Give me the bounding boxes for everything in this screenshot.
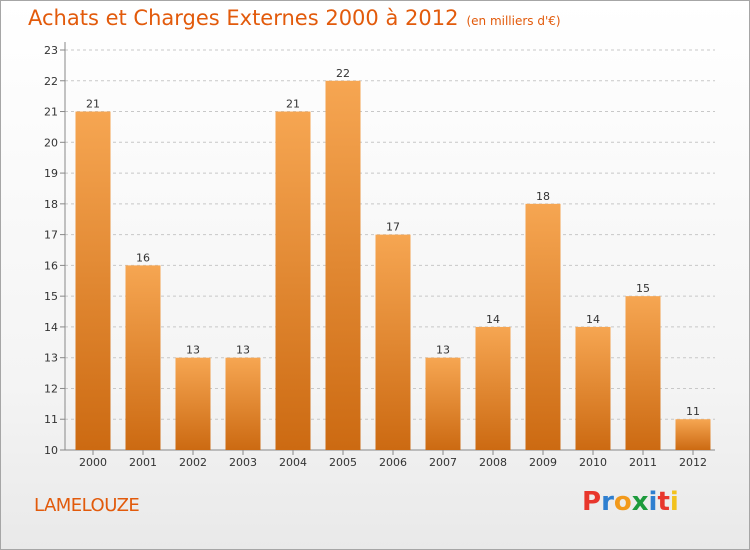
ytick-label-13: 13 (44, 352, 58, 365)
logo-letter-3: x (631, 487, 649, 517)
xtick-label-2006: 2006 (379, 456, 407, 469)
bar-2012 (675, 419, 711, 450)
ytick-label-20: 20 (44, 136, 58, 149)
bar-2001 (125, 265, 161, 450)
data-label-2012: 11 (686, 405, 700, 418)
chart-title: Achats et Charges Externes 2000 à 2012 (e… (28, 6, 561, 30)
ytick-label-23: 23 (44, 44, 58, 57)
chart-subtitle: (en milliers d'€) (466, 14, 561, 28)
xtick-label-2001: 2001 (129, 456, 157, 469)
data-label-2003: 13 (236, 344, 250, 357)
ytick-label-14: 14 (44, 321, 58, 334)
data-label-2001: 16 (136, 251, 150, 264)
data-label-2007: 13 (436, 344, 450, 357)
bar-2009 (525, 203, 561, 450)
data-label-2011: 15 (636, 282, 650, 295)
xtick-label-2002: 2002 (179, 456, 207, 469)
xtick-label-2004: 2004 (279, 456, 307, 469)
ytick-label-15: 15 (44, 290, 58, 303)
bar-2008 (475, 326, 511, 450)
xtick-label-2010: 2010 (579, 456, 607, 469)
bar-2010 (575, 326, 611, 450)
xtick-label-2011: 2011 (629, 456, 657, 469)
ytick-label-11: 11 (44, 413, 58, 426)
data-label-2009: 18 (536, 190, 550, 203)
ytick-label-18: 18 (44, 198, 58, 211)
chart-title-text: Achats et Charges Externes 2000 à 2012 (28, 6, 459, 30)
data-label-2002: 13 (186, 344, 200, 357)
xtick-label-2008: 2008 (479, 456, 507, 469)
bar-2006 (375, 234, 411, 450)
proxiti-logo: Proxiti (582, 487, 679, 517)
bar-2005 (325, 80, 361, 451)
xtick-label-2009: 2009 (529, 456, 557, 469)
logo-letter-5: t (657, 487, 670, 517)
logo-letter-0: P (582, 487, 602, 517)
data-label-2004: 21 (286, 98, 300, 111)
ytick-label-21: 21 (44, 106, 58, 119)
data-label-2006: 17 (386, 221, 400, 234)
ytick-label-22: 22 (44, 75, 58, 88)
xtick-label-2005: 2005 (329, 456, 357, 469)
logo-letter-4: i (648, 487, 658, 517)
bar-2011 (625, 296, 661, 450)
data-label-2010: 14 (586, 313, 600, 326)
xtick-label-2007: 2007 (429, 456, 457, 469)
bar-2000 (75, 111, 111, 451)
xtick-label-2003: 2003 (229, 456, 257, 469)
bar-2004 (275, 111, 311, 451)
commune-name: LAMELOUZE (34, 495, 140, 516)
ytick-label-17: 17 (44, 229, 58, 242)
data-label-2008: 14 (486, 313, 500, 326)
bar-2002 (175, 357, 211, 450)
logo-letter-6: i (669, 487, 679, 517)
ytick-label-16: 16 (44, 259, 58, 272)
bar-2007 (425, 357, 461, 450)
logo-letter-1: r (601, 487, 614, 517)
ytick-label-19: 19 (44, 167, 58, 180)
ytick-label-10: 10 (44, 444, 58, 457)
xtick-label-2000: 2000 (79, 456, 107, 469)
xtick-label-2012: 2012 (679, 456, 707, 469)
ytick-label-12: 12 (44, 382, 58, 395)
data-label-2000: 21 (86, 98, 100, 111)
bar-2003 (225, 357, 261, 450)
data-label-2005: 22 (336, 67, 350, 80)
logo-letter-2: o (613, 487, 632, 517)
